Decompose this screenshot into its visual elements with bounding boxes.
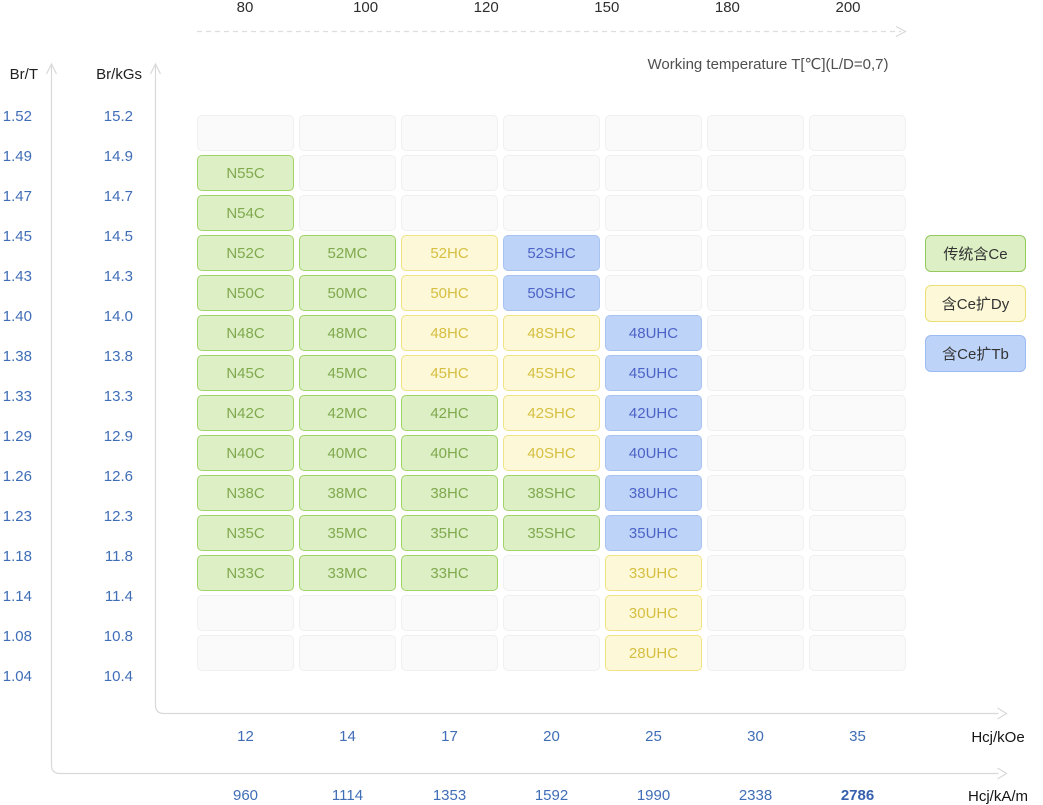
br-t-axis-label: Br/T [9, 66, 38, 83]
br-kgs-axis-arrow-icon [149, 62, 162, 75]
temperature-axis-arrow-icon [895, 25, 907, 38]
hcj-kam-axis-label: Hcj/kA/m [968, 788, 1028, 805]
br-t-kam-axis-line [50, 65, 999, 775]
br-t-axis-arrow-icon [45, 62, 58, 75]
temperature-axis-title: Working temperature T[℃](L/D=0,7) [647, 56, 889, 73]
br-kgs-axis-label: Br/kGs [96, 66, 142, 83]
hcj-koe-axis-arrow-icon [997, 707, 1008, 720]
hcj-koe-axis-label: Hcj/kOe [971, 729, 1025, 746]
hcj-kam-axis-arrow-icon [997, 767, 1008, 780]
br-kgs-koe-axis-line [154, 65, 999, 715]
